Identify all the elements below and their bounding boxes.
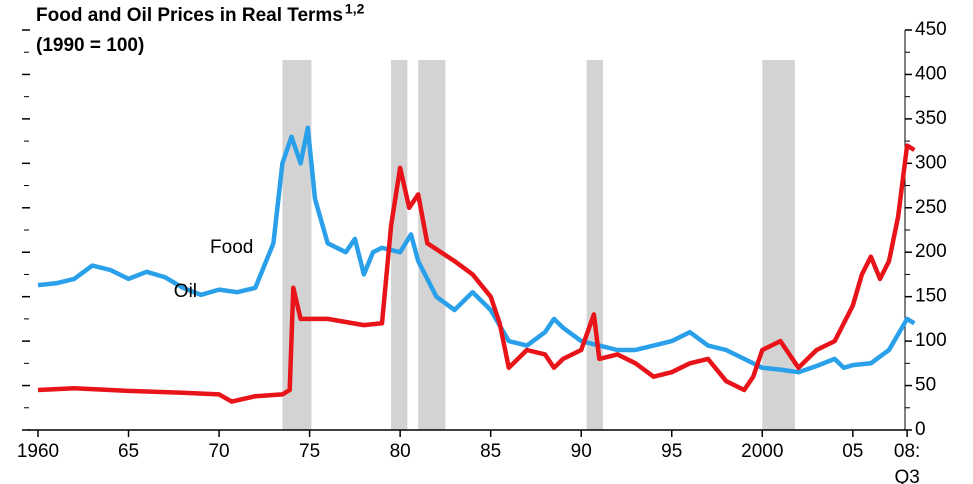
- y-tick-label: 450: [915, 19, 947, 40]
- title-superscript: 1,2: [345, 1, 365, 17]
- y-tick-label: 200: [915, 241, 947, 262]
- y-tick-label: 300: [915, 152, 947, 173]
- recession-band: [282, 60, 312, 430]
- x-tick-label: 70: [208, 441, 229, 462]
- y-tick-label: 150: [915, 286, 947, 307]
- series-label: Oil: [174, 281, 197, 302]
- x-tick-label: 05: [842, 441, 863, 462]
- line-1: [37, 143, 916, 404]
- y-tick-label: 50: [915, 375, 936, 396]
- chart-title: Food and Oil Prices in Real Terms: [36, 5, 343, 26]
- recession-band: [762, 60, 795, 430]
- line-0: [37, 125, 916, 375]
- x-tick-label: 75: [299, 441, 320, 462]
- x-tick-label: 95: [661, 441, 682, 462]
- series-label: Food: [210, 237, 253, 258]
- x-tick-label: 80: [390, 441, 411, 462]
- x-tick-label: 65: [118, 441, 139, 462]
- x-tick-label: 85: [480, 441, 501, 462]
- y-tick-label: 350: [915, 108, 947, 129]
- x-tick-label: 90: [571, 441, 592, 462]
- x-tick-label: 1960: [17, 441, 59, 462]
- y-tick-label: 400: [915, 63, 947, 84]
- x-tick-label: 2000: [741, 441, 783, 462]
- recession-band: [391, 60, 408, 430]
- y-tick-label: 0: [915, 419, 926, 440]
- y-tick-label: 100: [915, 330, 947, 351]
- x-tick-sublabel: Q3: [894, 467, 919, 484]
- y-tick-label: 250: [915, 197, 947, 218]
- chart-subtitle: (1990 = 100): [36, 35, 144, 56]
- x-tick-label: 08:: [894, 441, 920, 462]
- recession-band: [586, 60, 603, 430]
